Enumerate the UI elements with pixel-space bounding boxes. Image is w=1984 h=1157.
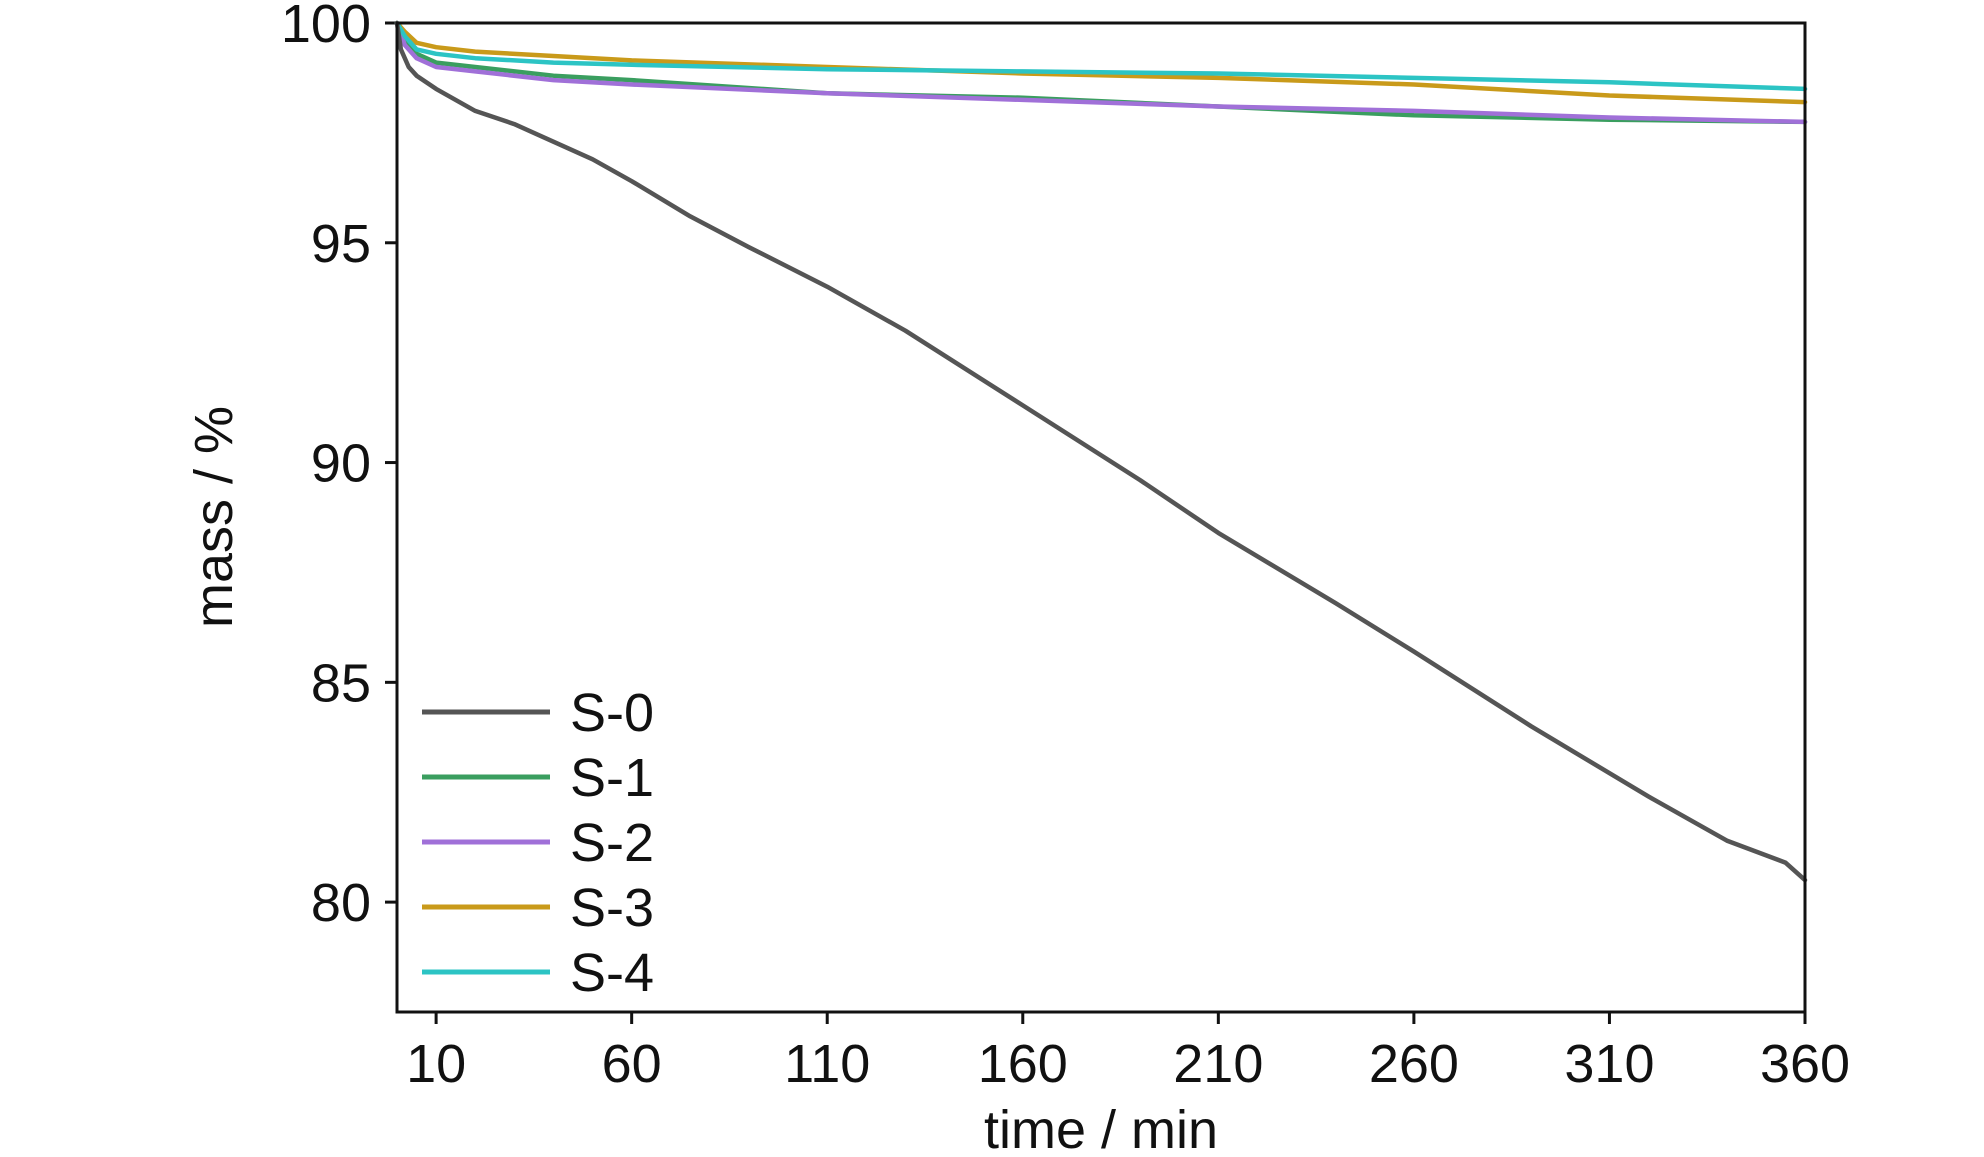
y-tick-label: 80 xyxy=(311,873,371,933)
x-tick-label: 10 xyxy=(406,1034,466,1094)
y-axis-label: mass / % xyxy=(184,406,244,628)
y-tick-label: 100 xyxy=(281,0,371,54)
x-tick-label: 210 xyxy=(1173,1034,1263,1094)
series-line-s-3 xyxy=(394,20,1808,105)
x-axis-label: time / min xyxy=(984,1100,1218,1157)
series-lines xyxy=(394,20,1808,883)
y-tick-label: 85 xyxy=(311,653,371,713)
x-tick-label: 260 xyxy=(1369,1034,1459,1094)
x-tick-label: 160 xyxy=(978,1034,1068,1094)
y-tick-label: 90 xyxy=(311,434,371,494)
plot-frame xyxy=(395,21,1807,1014)
legend-label-s-2: S-2 xyxy=(570,813,654,873)
series-line-s-1 xyxy=(394,20,1808,125)
axis-ticks: 10 60 110 160 210 260 310 360 80 85 90 95 100 xyxy=(281,0,1850,1094)
legend-background xyxy=(412,660,772,1000)
x-tick-label: 60 xyxy=(602,1034,662,1094)
series-line-s-2 xyxy=(394,20,1808,125)
series-line-s-0 xyxy=(394,20,1808,883)
legend-label-s-3: S-3 xyxy=(570,878,654,938)
x-tick-label: 360 xyxy=(1760,1034,1850,1094)
legend: S-0S-1S-2S-3S-4 xyxy=(412,660,772,1003)
legend-label-s-1: S-1 xyxy=(570,748,654,808)
series-line-s-4 xyxy=(394,20,1808,92)
x-tick-label: 310 xyxy=(1564,1034,1654,1094)
legend-label-s-4: S-4 xyxy=(570,943,654,1003)
x-tick-label: 110 xyxy=(784,1034,870,1094)
legend-label-s-0: S-0 xyxy=(570,683,654,743)
y-tick-label: 95 xyxy=(311,214,371,274)
